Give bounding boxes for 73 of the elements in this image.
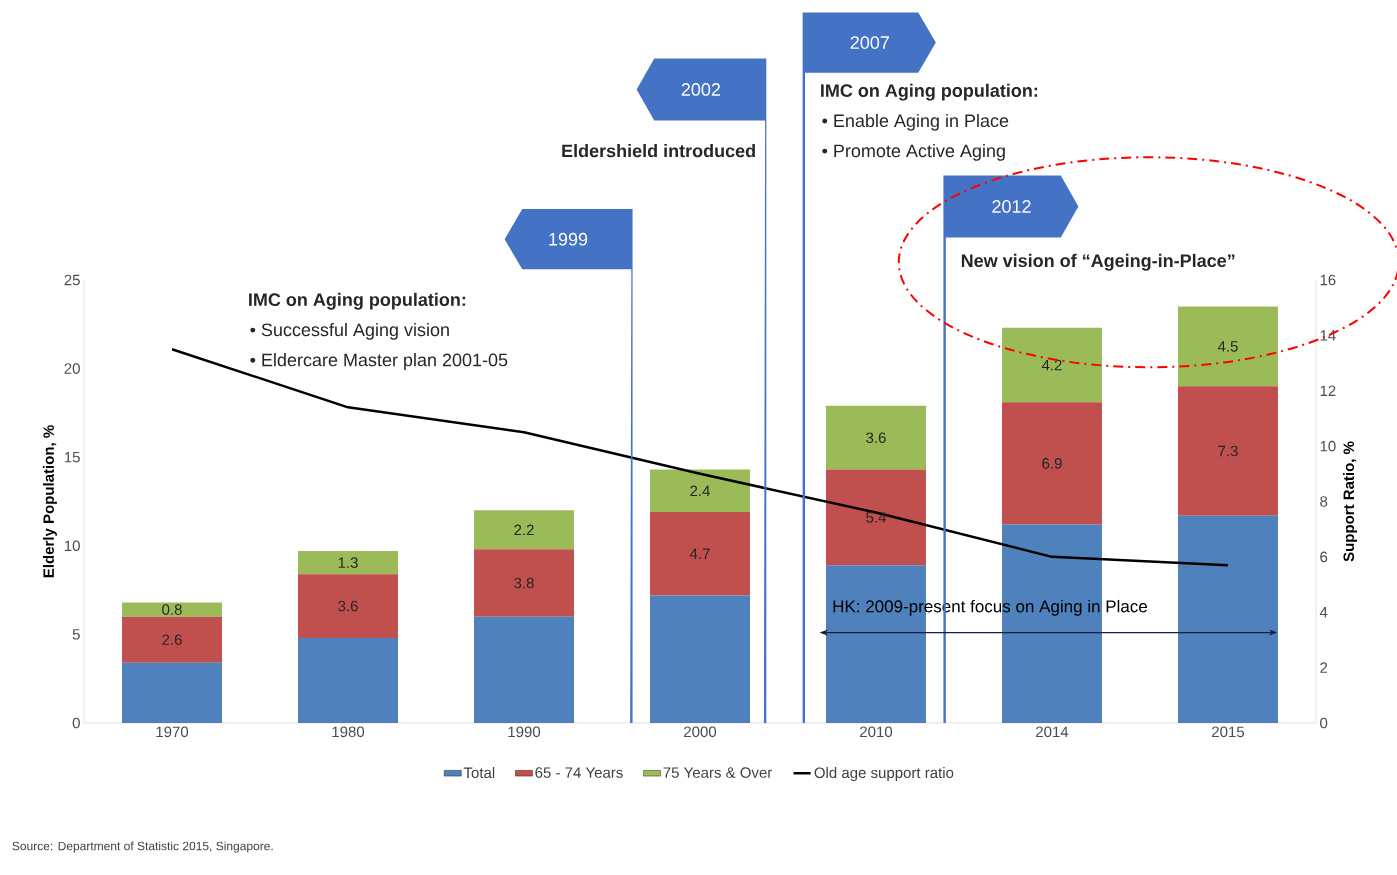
- legend-label: 75 Years & Over: [663, 767, 773, 778]
- bar: [122, 616, 223, 663]
- x-tick-label: 2014: [1036, 726, 1069, 738]
- data-label: 5.4: [866, 512, 886, 523]
- legend-label: Old age support ratio: [814, 767, 954, 782]
- data-label: 3.8: [514, 577, 534, 589]
- annotation: • Eldercare Master plan 2001-05: [250, 353, 508, 370]
- data-label: 3.6: [338, 600, 358, 612]
- text: • Enable Aging in Place: [822, 113, 1009, 131]
- x-tick-label: 2015: [1212, 726, 1245, 738]
- data-label: 3.6: [866, 432, 886, 443]
- y2-tick-label: 8: [1320, 496, 1328, 507]
- data-label: 6.9: [1042, 458, 1062, 469]
- text: 2002: [681, 83, 720, 96]
- bar: [474, 510, 574, 550]
- x-tick-label: 1970: [156, 726, 189, 738]
- y-tick-label: 5: [72, 629, 80, 640]
- y-tick-label: 0: [72, 717, 80, 729]
- y2-tick-label: 10: [1320, 440, 1336, 452]
- y2-tick-label: 12: [1320, 385, 1336, 396]
- bar: [298, 637, 398, 723]
- y2-axis-title: Support Ratio, %: [1343, 441, 1358, 562]
- text: Eldershield introduced: [562, 144, 755, 158]
- y2-tick-label: 4: [1319, 607, 1328, 618]
- bar: [1177, 386, 1278, 516]
- bar: [474, 616, 574, 723]
- bar: [649, 595, 750, 723]
- bar: [825, 405, 926, 470]
- bar: [474, 549, 574, 617]
- bar: [1177, 306, 1278, 387]
- bar: [1001, 402, 1102, 525]
- data-label: 7.3: [1218, 445, 1238, 457]
- y-tick-label: 20: [64, 363, 80, 374]
- y-tick-label: 25: [64, 274, 80, 286]
- source-note: Source: Department of Statistic 2015, Singapore.: [12, 841, 273, 853]
- data-label: 2.6: [162, 634, 182, 646]
- bar: [122, 662, 223, 723]
- bar: [298, 551, 398, 575]
- data-label: 1.3: [338, 557, 358, 568]
- x-tick-label: 1990: [508, 726, 541, 738]
- x-tick-label: 1980: [332, 726, 365, 738]
- bar: [1177, 515, 1278, 723]
- text: IMC on Aging population:: [821, 83, 1038, 101]
- bar: [1001, 327, 1102, 403]
- y2-tick-label: 2: [1320, 662, 1328, 673]
- annotation: • Successful Aging vision: [250, 322, 449, 340]
- legend-label: 65 - 74 Years: [535, 767, 623, 778]
- text: 1999: [549, 232, 588, 246]
- y2-tick-label: 16: [1320, 274, 1336, 286]
- data-label: 2.4: [690, 485, 710, 497]
- bar: [649, 469, 750, 513]
- text: • Promote Active Aging: [822, 144, 1005, 161]
- bar: [649, 512, 750, 596]
- y2-tick-label: 0: [1320, 717, 1328, 729]
- text: 2012: [992, 200, 1031, 213]
- x-tick-label: 2000: [684, 726, 717, 738]
- data-label: 0.8: [162, 604, 182, 615]
- data-label: 4.2: [1041, 359, 1062, 371]
- y-tick-label: 10: [64, 540, 80, 552]
- x-tick-label: 2010: [860, 726, 893, 738]
- y-tick-label: 15: [64, 451, 80, 463]
- text: New vision of “Ageing-in-Place”: [961, 253, 1235, 271]
- bar: [825, 469, 926, 566]
- legend-label: Total: [463, 767, 495, 779]
- text: 2007: [850, 36, 889, 49]
- data-label: 4.7: [689, 548, 710, 559]
- bar: [298, 574, 398, 638]
- data-label: 4.5: [1217, 341, 1238, 352]
- annotation: IMC on Aging population:: [249, 292, 466, 310]
- data-label: 2.2: [514, 524, 534, 536]
- y2-tick-label: 6: [1320, 551, 1328, 563]
- bar: [122, 602, 223, 617]
- y-axis-title: Elderly Population, %: [42, 425, 57, 578]
